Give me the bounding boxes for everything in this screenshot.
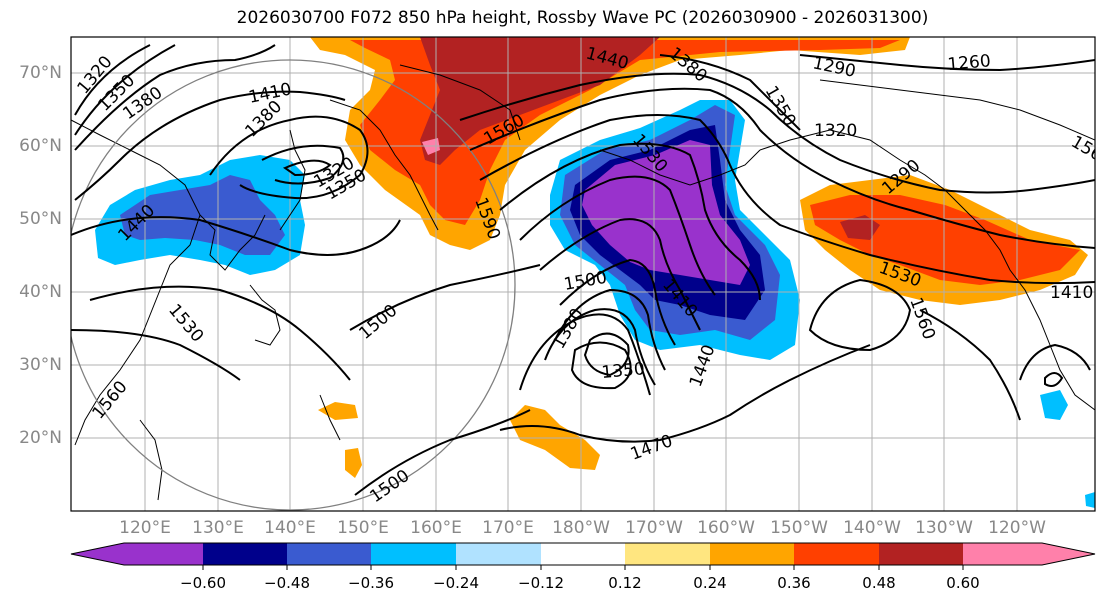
colorbar-segment	[710, 543, 794, 565]
lat-label: 70°N	[19, 63, 62, 83]
colorbar-ticks	[202, 565, 964, 570]
lon-label: 120°E	[119, 518, 171, 538]
map-title: 2026030700 F072 850 hPa height, Rossby W…	[236, 8, 929, 28]
lat-label: 30°N	[19, 355, 62, 375]
graticule	[71, 37, 1095, 511]
positive-anomaly-patch-3	[345, 448, 362, 478]
colorbar-tick-label: 0.24	[693, 574, 727, 592]
lon-label: 130°W	[915, 518, 973, 538]
positive-anomaly-east-max	[840, 215, 880, 240]
lon-label: 120°W	[988, 518, 1046, 538]
lon-label: 160°W	[697, 518, 755, 538]
colorbar-segment	[963, 543, 1042, 565]
colorbar-segment	[124, 543, 203, 565]
colorbar-segment	[456, 543, 541, 565]
lon-label: 160°E	[410, 518, 462, 538]
colorbar	[70, 542, 1096, 570]
negative-anomaly-core	[582, 140, 750, 285]
colorbar-outline	[70, 542, 1096, 566]
lon-label: 140°E	[264, 518, 316, 538]
colorbar-tick-label: 0.36	[777, 574, 811, 592]
negative-anomaly-patch-2	[1085, 492, 1095, 508]
lon-label: 150°W	[770, 518, 828, 538]
contour-label: 1260	[947, 51, 992, 75]
contour-label: 1410	[1050, 283, 1093, 303]
positive-anomaly-north-max	[420, 37, 660, 165]
lon-label: 170°W	[625, 518, 683, 538]
lat-label: 60°N	[19, 136, 62, 156]
colorbar-segment	[287, 543, 371, 565]
colorbar-tick-label: −0.24	[433, 574, 479, 592]
colorbar-segment	[625, 543, 710, 565]
colorbar-segment	[794, 543, 879, 565]
colorbar-extend-high	[1042, 543, 1095, 565]
lon-label: 130°E	[192, 518, 244, 538]
lon-label: 140°W	[843, 518, 901, 538]
colorbar-segment	[541, 543, 625, 565]
contour-label: 1320	[814, 121, 857, 141]
negative-anomaly-asia-inner	[120, 175, 285, 255]
colorbar-tick-label: −0.60	[180, 574, 226, 592]
colorbar-tick-label: −0.12	[518, 574, 564, 592]
lon-label: 180°W	[552, 518, 610, 538]
colorbar-segment	[371, 543, 456, 565]
colorbar-segment	[879, 543, 963, 565]
colorbar-tick-label: 0.12	[608, 574, 642, 592]
lat-label: 40°N	[19, 282, 62, 302]
lat-label: 50°N	[19, 209, 62, 229]
negative-anomaly-patch-1	[1040, 390, 1068, 420]
colorbar-segment	[203, 543, 287, 565]
lon-label: 150°E	[337, 518, 389, 538]
lon-label: 170°E	[482, 518, 534, 538]
colorbar-tick-label: −0.36	[348, 574, 394, 592]
colorbar-tick-label: 0.60	[946, 574, 980, 592]
colorbar-tick-label: 0.48	[862, 574, 896, 592]
colorbar-extend-low	[71, 543, 124, 565]
colorbar-tick-label: −0.48	[264, 574, 310, 592]
lat-label: 20°N	[19, 428, 62, 448]
map-frame	[70, 36, 1096, 512]
coastlines	[71, 64, 1095, 501]
contour-label: 1350	[601, 359, 646, 383]
height-contours	[71, 44, 1095, 496]
distance-ring	[71, 59, 516, 511]
positive-anomaly-east-core	[810, 195, 1080, 285]
